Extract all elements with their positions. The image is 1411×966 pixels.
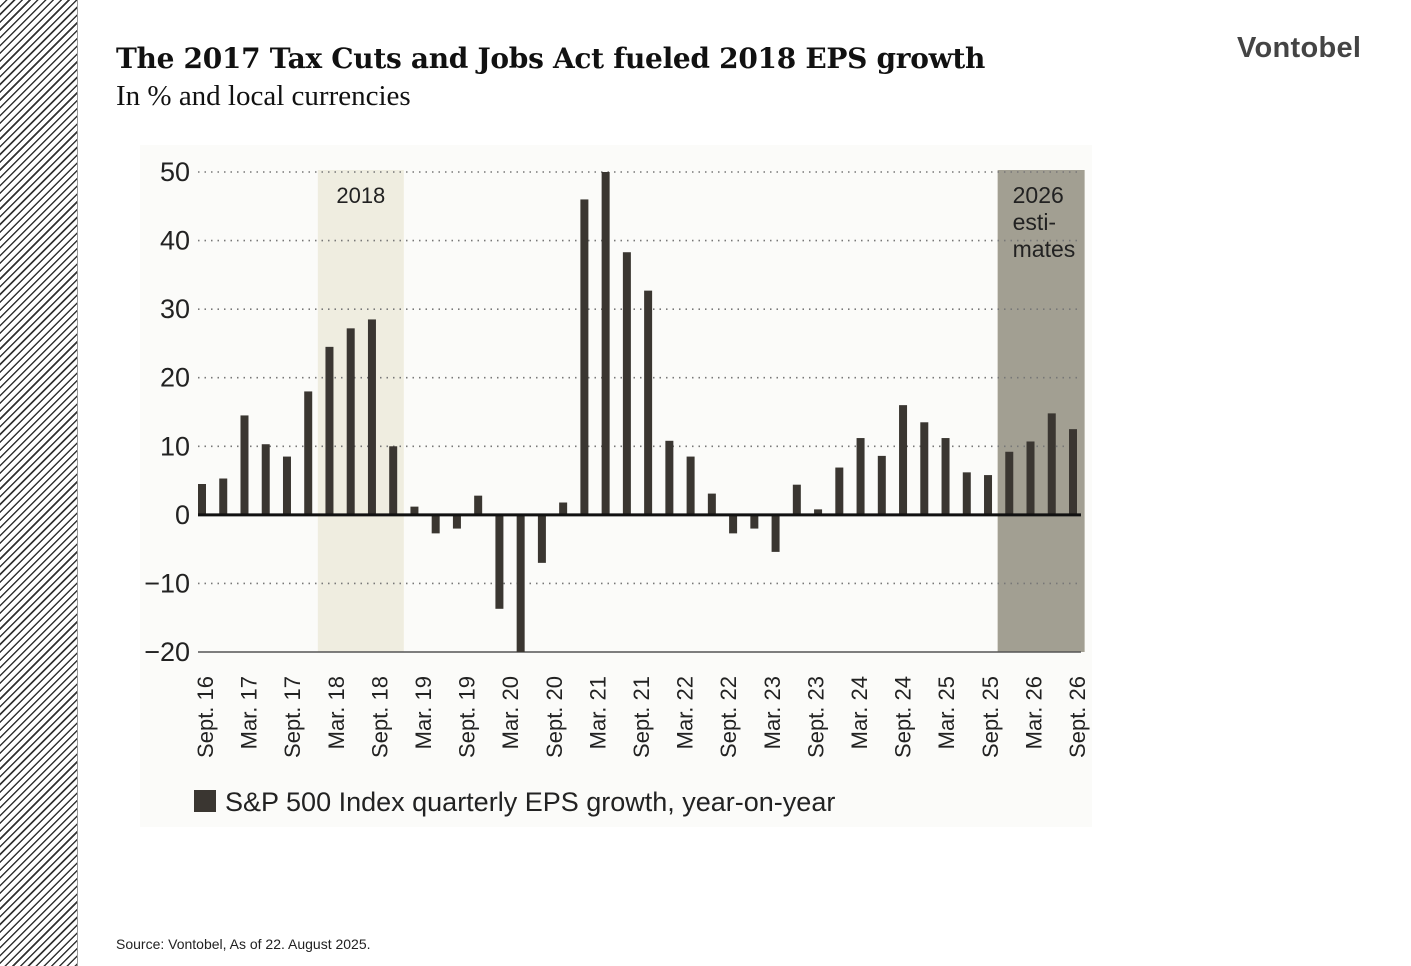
bar — [686, 456, 695, 515]
chart-subtitle: In % and local currencies — [116, 80, 411, 112]
x-tick-label: Sept. 25 — [978, 676, 1003, 758]
bar — [346, 328, 355, 515]
bar — [325, 346, 334, 515]
chart-background — [140, 145, 1092, 827]
x-tick-label: Sept. 24 — [891, 676, 916, 758]
bar — [282, 456, 291, 515]
bar — [984, 475, 993, 515]
x-tick-label: Sept. 23 — [803, 676, 828, 758]
bar — [495, 514, 504, 609]
bar — [219, 478, 228, 515]
x-tick-label: Mar. 17 — [237, 676, 262, 749]
bar — [962, 472, 971, 515]
x-tick-label: Sept. 20 — [542, 676, 567, 758]
bar — [920, 422, 929, 515]
highlight-label: 2026 — [1013, 182, 1064, 208]
bar — [537, 514, 546, 563]
bar — [198, 484, 206, 515]
bar — [1047, 413, 1056, 515]
highlight-label: esti- — [1013, 209, 1056, 235]
x-tick-label: Mar. 21 — [585, 676, 610, 749]
bar — [452, 514, 461, 529]
bar — [431, 514, 440, 534]
bar — [644, 290, 653, 515]
chart-title: The 2017 Tax Cuts and Jobs Act fueled 20… — [116, 42, 986, 75]
y-tick-label: 30 — [160, 294, 190, 324]
x-tick-label: Mar. 19 — [411, 676, 436, 749]
bar — [474, 495, 483, 515]
bar — [792, 484, 801, 515]
y-tick-label: 40 — [160, 226, 190, 256]
bar — [389, 446, 398, 515]
x-tick-label: Sept. 21 — [629, 676, 654, 758]
bar — [814, 509, 823, 515]
y-tick-label: 50 — [160, 157, 190, 187]
bar — [240, 415, 249, 515]
bar — [665, 440, 674, 515]
legend-swatch — [194, 790, 216, 812]
highlight-band — [997, 170, 1085, 652]
bar — [580, 199, 589, 515]
bar — [835, 467, 844, 515]
x-tick-label: Mar. 24 — [847, 676, 872, 749]
bar — [899, 405, 908, 515]
hatched-side-strip — [0, 0, 78, 966]
x-tick-label: Mar. 22 — [673, 676, 698, 749]
bar — [941, 438, 950, 515]
bar — [516, 514, 525, 652]
x-tick-label: Mar. 23 — [760, 676, 785, 749]
bar — [771, 514, 780, 552]
x-tick-label: Sept. 16 — [193, 676, 218, 758]
x-tick-label: Sept. 17 — [280, 676, 305, 758]
x-tick-label: Mar. 20 — [498, 676, 523, 749]
bar — [1005, 451, 1014, 515]
bar — [304, 391, 313, 515]
highlight-label: 2018 — [336, 183, 385, 208]
x-tick-label: Sept. 26 — [1065, 676, 1090, 758]
bar — [410, 506, 419, 515]
bar — [1026, 441, 1035, 515]
bar — [750, 514, 759, 529]
bar — [729, 514, 738, 534]
y-tick-label: 0 — [175, 500, 190, 530]
bar — [1069, 429, 1077, 515]
bar — [622, 252, 631, 515]
y-tick-label: −10 — [144, 568, 190, 598]
x-tick-label: Mar. 25 — [934, 676, 959, 749]
bar — [559, 502, 568, 515]
bar — [601, 172, 610, 515]
bar — [261, 444, 270, 515]
x-tick-label: Sept. 18 — [367, 676, 392, 758]
bar — [707, 493, 716, 515]
y-tick-label: 10 — [160, 431, 190, 461]
y-tick-label: 20 — [160, 363, 190, 393]
source-note: Source: Vontobel, As of 22. August 2025. — [116, 936, 371, 952]
x-tick-label: Sept. 19 — [455, 676, 480, 758]
vontobel-logo: Vontobel — [1237, 32, 1362, 64]
bar — [877, 455, 886, 515]
y-tick-label: −20 — [144, 637, 190, 667]
x-tick-label: Mar. 26 — [1021, 676, 1046, 749]
bar — [367, 319, 376, 515]
x-tick-label: Sept. 22 — [716, 676, 741, 758]
legend-label: S&P 500 Index quarterly EPS growth, year… — [225, 787, 835, 817]
bar — [856, 438, 865, 515]
x-tick-label: Mar. 18 — [324, 676, 349, 749]
